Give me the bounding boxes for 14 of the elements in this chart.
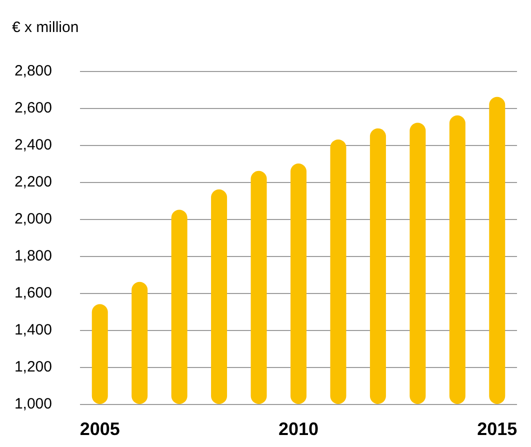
y-axis-title: € x million xyxy=(12,19,79,36)
y-tick-label: 2,800 xyxy=(14,62,52,80)
y-tick-label: 2,000 xyxy=(14,210,52,228)
x-tick-label: 2005 xyxy=(80,419,120,439)
x-tick-label: 2010 xyxy=(278,419,319,439)
y-tick-label: 2,600 xyxy=(14,100,52,116)
y-tick-label: 1,200 xyxy=(14,358,52,376)
y-tick-label: 1,600 xyxy=(14,284,52,302)
x-tick-label: 2015 xyxy=(477,419,518,439)
y-tick-label: 2,200 xyxy=(14,174,52,190)
y-tick-label: 1,400 xyxy=(14,322,52,338)
y-tick-label: 1,000 xyxy=(14,396,52,412)
y-tick-label: 1,800 xyxy=(14,248,52,264)
y-tick-label: 2,400 xyxy=(14,136,52,154)
